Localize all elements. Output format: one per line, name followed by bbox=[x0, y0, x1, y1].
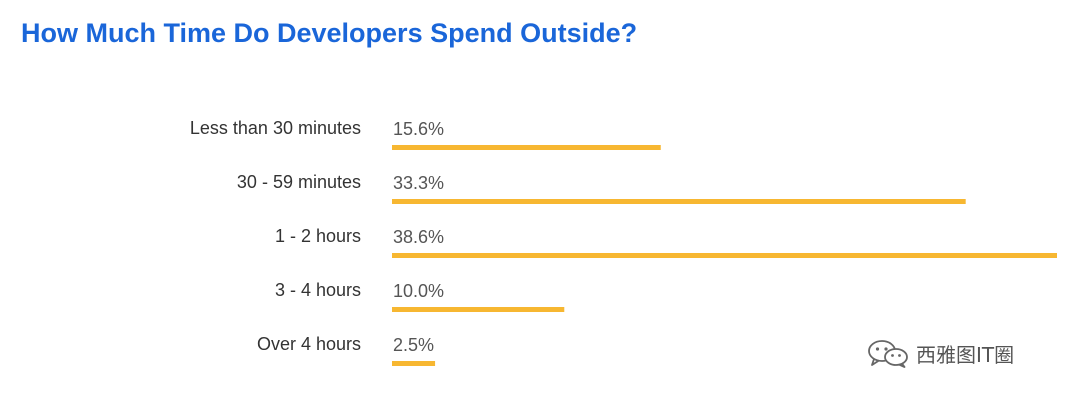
bar bbox=[392, 361, 436, 366]
value-label: 33.3% bbox=[393, 173, 444, 193]
watermark: 西雅图IT圈 bbox=[866, 338, 1014, 368]
wechat-icon bbox=[868, 340, 908, 368]
value-label: 2.5% bbox=[393, 335, 434, 355]
bar bbox=[392, 145, 661, 150]
value-label: 38.6% bbox=[393, 227, 444, 247]
category-label: Less than 30 minutes bbox=[190, 118, 361, 138]
value-label: 10.0% bbox=[393, 281, 444, 301]
value-label: 15.6% bbox=[393, 119, 444, 139]
bar bbox=[392, 199, 966, 204]
bar bbox=[392, 307, 565, 312]
category-label: Over 4 hours bbox=[257, 334, 361, 354]
category-label: 1 - 2 hours bbox=[275, 226, 361, 246]
watermark-text: 西雅图IT圈 bbox=[916, 342, 1015, 367]
bar bbox=[392, 253, 1057, 258]
category-label: 3 - 4 hours bbox=[275, 280, 361, 300]
chart-title: How Much Time Do Developers Spend Outsid… bbox=[21, 18, 638, 48]
category-label: 30 - 59 minutes bbox=[237, 172, 361, 192]
